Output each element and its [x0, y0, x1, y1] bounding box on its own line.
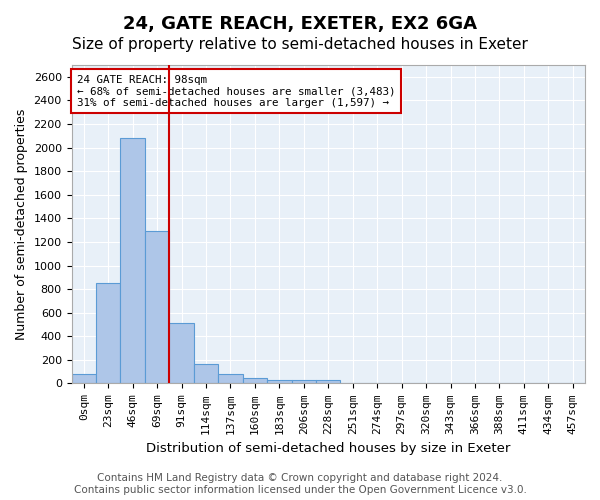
X-axis label: Distribution of semi-detached houses by size in Exeter: Distribution of semi-detached houses by … — [146, 442, 511, 455]
Bar — [145, 232, 169, 384]
Text: 24 GATE REACH: 98sqm
← 68% of semi-detached houses are smaller (3,483)
31% of se: 24 GATE REACH: 98sqm ← 68% of semi-detac… — [77, 74, 395, 108]
Bar — [96, 283, 121, 384]
Bar — [71, 374, 96, 384]
Bar — [267, 380, 292, 384]
Text: 24, GATE REACH, EXETER, EX2 6GA: 24, GATE REACH, EXETER, EX2 6GA — [123, 15, 477, 33]
Bar — [292, 380, 316, 384]
Bar — [242, 378, 267, 384]
Y-axis label: Number of semi-detached properties: Number of semi-detached properties — [15, 108, 28, 340]
Bar — [218, 374, 242, 384]
Bar — [194, 364, 218, 384]
Bar — [169, 324, 194, 384]
Text: Size of property relative to semi-detached houses in Exeter: Size of property relative to semi-detach… — [72, 38, 528, 52]
Bar — [316, 380, 340, 384]
Bar — [121, 138, 145, 384]
Text: Contains HM Land Registry data © Crown copyright and database right 2024.
Contai: Contains HM Land Registry data © Crown c… — [74, 474, 526, 495]
